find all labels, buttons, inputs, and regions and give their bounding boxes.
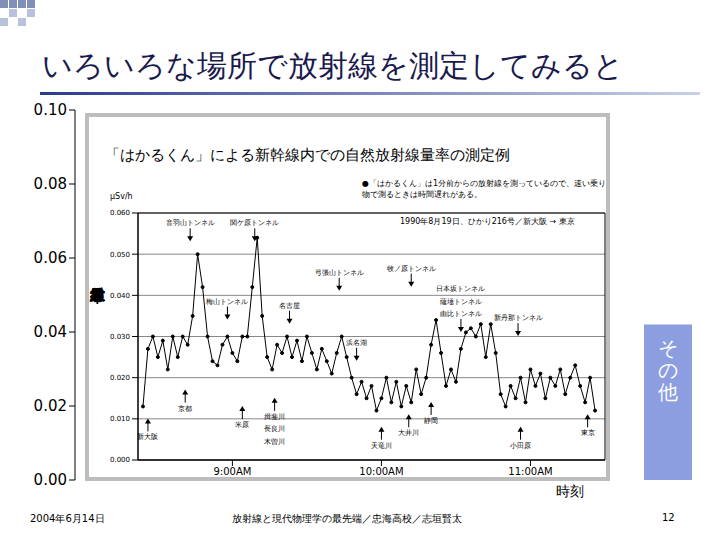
svg-text:0.000: 0.000 [110,456,130,464]
svg-text:新大阪: 新大阪 [137,433,158,441]
svg-text:9:00AM: 9:00AM [213,466,251,477]
svg-text:音羽山トンネル: 音羽山トンネル [166,219,215,227]
svg-text:東京: 東京 [581,429,595,437]
svg-text:0.020: 0.020 [110,374,130,382]
svg-text:浜名湖: 浜名湖 [346,339,367,347]
svg-text:由比トンネル: 由比トンネル [440,310,482,318]
svg-text:大井川: 大井川 [398,429,419,437]
svg-text:木曽川: 木曽川 [264,437,285,446]
svg-text:0.030: 0.030 [110,333,130,341]
svg-text:0.08: 0.08 [34,175,67,193]
svg-text:揖斐川: 揖斐川 [264,413,285,421]
svg-text:0.00: 0.00 [34,471,67,489]
html-text:1990年8月19日、ひかり216号／新大阪 → 東京: 1990年8月19日、ひかり216号／新大阪 → 東京 [400,217,575,226]
svg-text:名古屋: 名古屋 [279,302,300,310]
svg-text:の: の [658,358,678,382]
html-text:時刻: 時刻 [556,483,584,499]
svg-text:静岡: 静岡 [424,417,438,425]
svg-text:天竜川: 天竜川 [371,442,392,450]
svg-text:0.06: 0.06 [34,249,67,267]
html-text:2004年6月14日: 2004年6月14日 [30,513,105,524]
svg-text:新丹那トンネル: 新丹那トンネル [494,314,543,322]
svg-text:薩埵トンネル: 薩埵トンネル [440,298,482,306]
html-text:いろいろな場所で放射線を測定してみると: いろいろな場所で放射線を測定してみると [42,48,624,83]
html-text:「はかるくん」による新幹線内での自然放射線量率の測定例: 「はかるくん」による新幹線内での自然放射線量率の測定例 [105,146,510,164]
svg-text:0.040: 0.040 [110,292,130,300]
svg-text:0.10: 0.10 [34,101,67,119]
svg-text:京都: 京都 [178,405,192,413]
html-text:●「はかるくん」は1分前からの放射線を測っているので、速い乗: ●「はかるくん」は1分前からの放射線を測っているので、速い乗り物で測るときは時間… [362,179,607,199]
svg-text:関ケ原トンネル: 関ケ原トンネル [230,219,279,227]
svg-text:11:00AM: 11:00AM [508,466,552,477]
svg-text:小田原: 小田原 [510,442,531,450]
svg-text:梅山トンネル: 梅山トンネル [205,298,248,306]
svg-text:0.050: 0.050 [110,251,130,259]
html-text:μSv/h: μSv/h [110,192,133,201]
svg-text:0.02: 0.02 [34,397,67,415]
svg-text:0.060: 0.060 [110,209,130,217]
html-text:12: 12 [662,512,675,523]
svg-text:10:00AM: 10:00AM [359,466,403,477]
svg-text:弓張山トンネル: 弓張山トンネル [315,269,364,277]
svg-text:長良川: 長良川 [264,425,285,433]
svg-text:米原: 米原 [235,421,249,429]
svg-text:そ: そ [658,336,678,360]
svg-text:牧ノ原トンネル: 牧ノ原トンネル [387,265,436,273]
html-text:放射線と現代物理学の最先端／忠海高校／志垣賢太: 放射線と現代物理学の最先端／忠海高校／志垣賢太 [232,513,462,524]
svg-text:0.010: 0.010 [110,415,130,423]
svg-text:日本坂トンネル: 日本坂トンネル [436,285,485,293]
svg-text:他: 他 [658,380,678,404]
svg-text:0.04: 0.04 [34,323,67,341]
